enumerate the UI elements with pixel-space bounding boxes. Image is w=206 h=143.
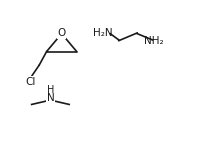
Text: O: O [57, 28, 66, 38]
Text: H₂N: H₂N [92, 28, 112, 38]
Text: N: N [46, 93, 54, 103]
Text: Cl: Cl [26, 77, 36, 87]
Text: H: H [47, 85, 54, 95]
Text: NH₂: NH₂ [143, 36, 163, 46]
